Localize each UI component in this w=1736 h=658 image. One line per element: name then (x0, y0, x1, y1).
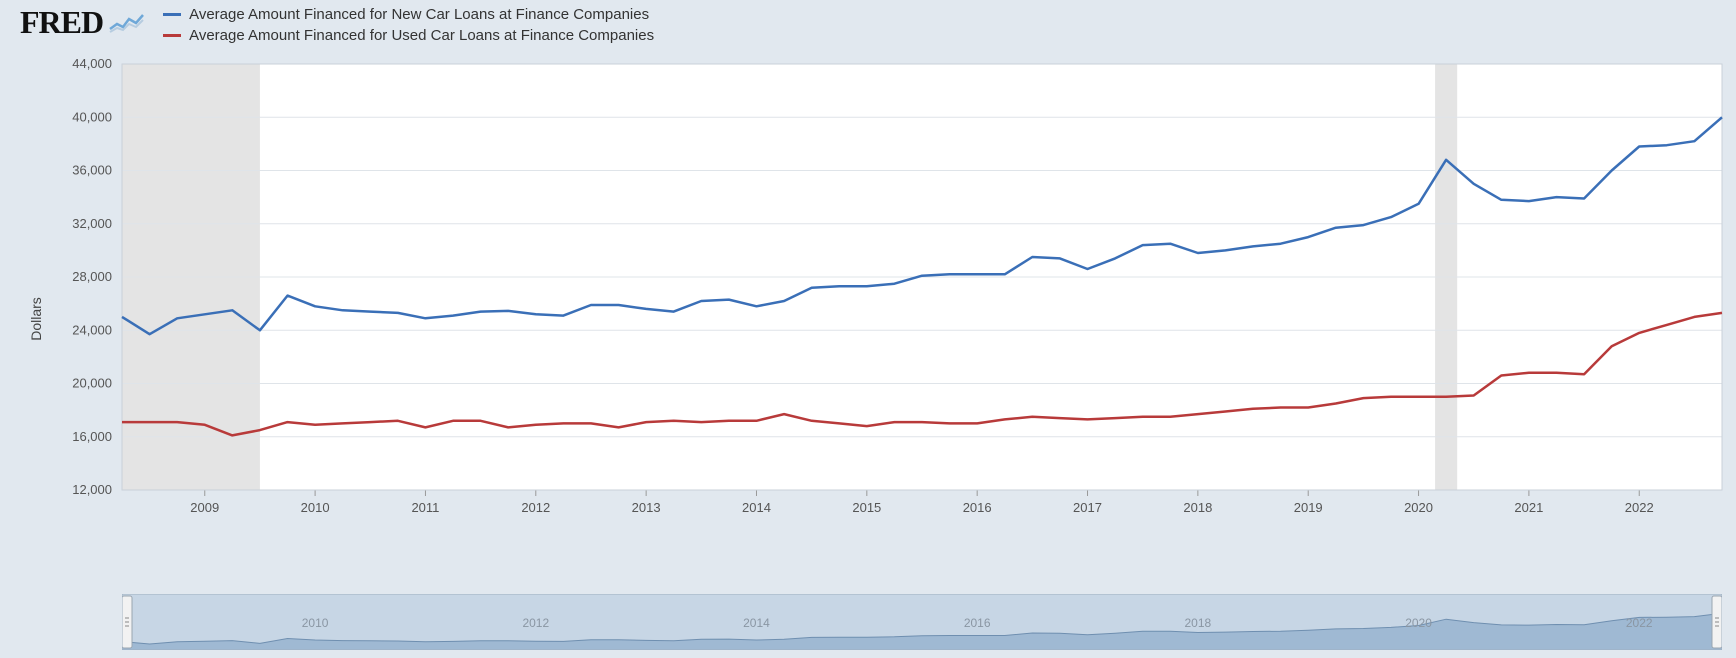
xtick-label: 2017 (1073, 500, 1102, 515)
slider-year-label: 2016 (964, 616, 991, 630)
xtick-label: 2021 (1514, 500, 1543, 515)
fred-logo-text: FRED (20, 4, 103, 41)
line-chart[interactable]: 12,000 16,000 20,000 24,000 28,000 32,000 36,0… (0, 54, 1736, 532)
ytick-label: 12,000 (72, 482, 112, 497)
xtick-label: 2015 (852, 500, 881, 515)
xtick-label: 2019 (1294, 500, 1323, 515)
ytick-label: 28,000 (72, 269, 112, 284)
slider-year-label: 2014 (743, 616, 770, 630)
slider-year-label: 2022 (1626, 616, 1653, 630)
ytick-label: 24,000 (72, 322, 112, 337)
slider-year-label: 2018 (1185, 616, 1212, 630)
legend-swatch-2 (163, 34, 181, 37)
xtick-label: 2012 (521, 500, 550, 515)
xtick-label: 2009 (190, 500, 219, 515)
slider-year-label: 2012 (522, 616, 549, 630)
xtick-label: 2013 (632, 500, 661, 515)
slider-handle-right[interactable] (1712, 596, 1722, 648)
legend-item-series2[interactable]: Average Amount Financed for Used Car Loa… (163, 25, 654, 46)
time-range-slider[interactable]: 2010 2012 2014 2016 2018 2020 2022 (122, 594, 1722, 650)
range-slider-svg[interactable]: 2010 2012 2014 2016 2018 2020 2022 (122, 594, 1722, 650)
legend-label-2: Average Amount Financed for Used Car Loa… (189, 25, 654, 46)
xtick-label: 2010 (301, 500, 330, 515)
ytick-label: 40,000 (72, 109, 112, 124)
ytick-label: 16,000 (72, 429, 112, 444)
slider-handle-left[interactable] (122, 596, 132, 648)
legend-label-1: Average Amount Financed for New Car Loan… (189, 4, 649, 25)
fred-logo-icon (109, 11, 145, 35)
xtick-label: 2020 (1404, 500, 1433, 515)
ytick-label: 32,000 (72, 216, 112, 231)
xtick-label: 2018 (1183, 500, 1212, 515)
xtick-label: 2011 (411, 500, 439, 515)
xtick-label: 2016 (963, 500, 992, 515)
slider-year-label: 2020 (1405, 616, 1432, 630)
legend-swatch-1 (163, 13, 181, 16)
chart-area: Dollars 12,00016,00020,00024,00028,00032… (0, 54, 1736, 584)
legend: Average Amount Financed for New Car Loan… (163, 4, 654, 46)
ytick-label: 44,000 (72, 56, 112, 71)
chart-header: FRED Average Amount Financed for New Car… (20, 4, 654, 46)
legend-item-series1[interactable]: Average Amount Financed for New Car Loan… (163, 4, 654, 25)
slider-year-label: 2010 (302, 616, 329, 630)
xtick-label: 2022 (1625, 500, 1654, 515)
ytick-label: 36,000 (72, 163, 112, 178)
fred-logo: FRED (20, 4, 145, 41)
xtick-label: 2014 (742, 500, 771, 515)
ytick-label: 20,000 (72, 376, 112, 391)
